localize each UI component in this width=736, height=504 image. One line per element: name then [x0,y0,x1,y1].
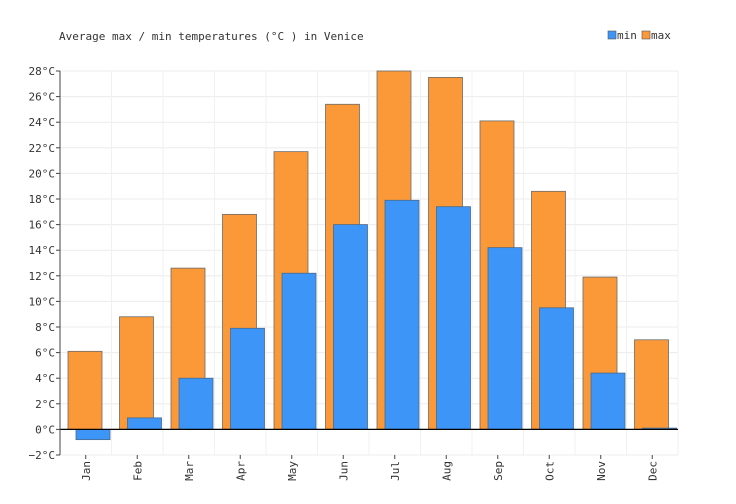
y-tick-label: 24°C [29,116,56,129]
y-tick-label: 8°C [35,321,55,334]
y-tick-label: 28°C [29,65,56,78]
bar-min-mar [178,377,214,430]
bar-min-jul [384,199,420,430]
legend-label-max: max [651,29,671,42]
legend-swatch-max [641,30,651,40]
x-tick-label-jul: Jul [389,461,402,481]
bar-max-jan [67,350,103,430]
bar-min-oct [539,307,574,430]
bar-min-apr [230,327,265,430]
bar-min-nov [590,372,626,430]
y-tick-label: 18°C [29,193,56,206]
y-tick-label: −2°C [29,449,56,462]
grid-layer [59,70,679,456]
legend: min max [607,29,671,42]
legend-swatch-min [607,30,617,40]
y-tick-label: 14°C [29,244,56,257]
x-tick-label-apr: Apr [234,461,247,481]
legend-label-min: min [617,29,637,42]
x-tick-label-may: May [286,461,299,481]
bar-min-sep [487,247,523,430]
x-tick-label-jun: Jun [337,461,350,481]
bar-max-feb [119,316,154,430]
x-tick-label-feb: Feb [131,461,144,481]
bar-min-jun [333,224,368,430]
x-tick-label-oct: Oct [543,461,556,481]
bar-min-aug [436,206,471,430]
y-tick-label: 2°C [35,398,55,411]
y-tick-label: 4°C [35,372,55,385]
bar-min-feb [127,417,162,430]
y-tick-label: 22°C [29,142,56,155]
y-tick-label: 6°C [35,347,55,360]
y-tick-label: 12°C [29,270,56,283]
y-tick-label: 20°C [29,167,56,180]
bar-min-jan [75,428,111,441]
y-tick-label: 0°C [35,423,55,436]
chart-title: Average max / min temperatures (°C ) in … [59,30,364,43]
x-tick-label-mar: Mar [183,461,196,481]
x-tick-label-nov: Nov [595,461,608,481]
x-tick-label-aug: Aug [440,461,453,481]
axis-layer: −2°C 0°C 2°C 4°C 6°C 8°C 10°C 12°C 14°C 16°C 18°C 2… [29,65,678,481]
x-tick-label-dec: Dec [646,461,659,481]
bar-min-may [281,272,317,430]
bar-max-dec [634,339,669,430]
y-tick-label: 16°C [29,219,56,232]
y-tick-label: 26°C [29,91,56,104]
x-tick-label-sep: Sep [492,461,505,481]
y-tick-label: 10°C [29,295,56,308]
x-tick-label-jan: Jan [80,461,93,481]
